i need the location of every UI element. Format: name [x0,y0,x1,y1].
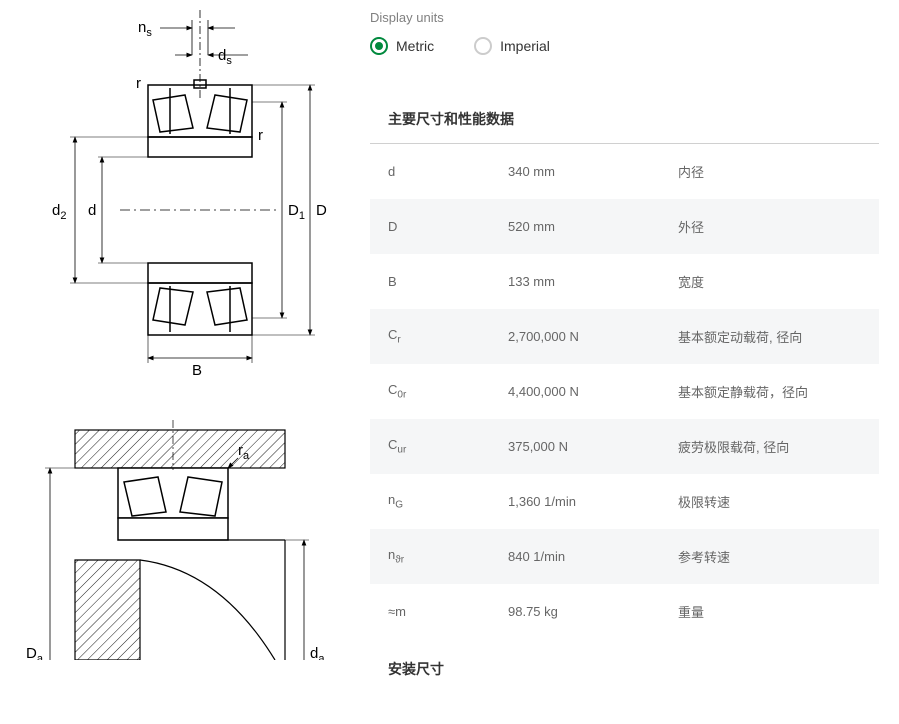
spec-row: ≈m98.75 kg重量 [370,584,879,639]
svg-text:ns: ns [138,19,152,39]
spec-value: 1,360 1/min [508,494,678,509]
metric-radio[interactable]: Metric [370,37,434,55]
svg-text:Da: Da [26,645,44,660]
spec-symbol: ≈m [388,604,508,619]
spec-row: Cur375,000 N疲劳极限载荷, 径向 [370,419,879,474]
spec-value: 340 mm [508,164,678,179]
spec-description: 基本额定动载荷, 径向 [678,327,861,346]
spec-row: d340 mm内径 [370,144,879,199]
spec-symbol: nG [388,492,508,511]
units-radio-group: Metric Imperial [370,37,879,55]
main-dimensions-header: 主要尺寸和性能数据 [370,95,879,143]
spec-value: 133 mm [508,274,678,289]
spec-description: 基本额定静载荷，径向 [678,382,861,401]
svg-text:D1: D1 [288,202,305,222]
mounting-dimension-diagram: ra Da da [20,420,340,660]
spec-symbol: d [388,164,508,179]
spec-value: 840 1/min [508,549,678,564]
spec-row: nϑr840 1/min参考转速 [370,529,879,584]
spec-row: D520 mm外径 [370,199,879,254]
bearing-cross-section-diagram: ns ds r [20,10,340,380]
units-label: Display units [370,10,879,25]
spec-description: 外径 [678,217,861,236]
spec-description: 重量 [678,602,861,621]
spec-symbol: D [388,219,508,234]
spec-row: B133 mm宽度 [370,254,879,309]
svg-text:r: r [258,127,263,144]
svg-text:da: da [310,645,325,660]
metric-label: Metric [396,38,434,54]
spec-symbol: nϑr [388,547,508,566]
spec-symbol: C0r [388,382,508,401]
svg-text:B: B [192,362,202,379]
spec-description: 参考转速 [678,547,861,566]
imperial-label: Imperial [500,38,550,54]
spec-row: C0r4,400,000 N基本额定静载荷，径向 [370,364,879,419]
spec-description: 极限转速 [678,492,861,511]
spec-description: 宽度 [678,272,861,291]
spec-row: Cr2,700,000 N基本额定动载荷, 径向 [370,309,879,364]
spec-value: 4,400,000 N [508,384,678,399]
radio-icon [370,37,388,55]
svg-text:d: d [88,202,96,219]
imperial-radio[interactable]: Imperial [474,37,550,55]
spec-symbol: Cr [388,327,508,346]
spec-value: 375,000 N [508,439,678,454]
spec-description: 内径 [678,162,861,181]
mounting-dimensions-header: 安装尺寸 [370,639,879,689]
spec-symbol: B [388,274,508,289]
svg-text:D: D [316,202,327,219]
spec-symbol: Cur [388,437,508,456]
spec-value: 520 mm [508,219,678,234]
spec-description: 疲劳极限载荷, 径向 [678,437,861,456]
svg-text:r: r [136,75,141,92]
svg-text:ds: ds [218,47,232,67]
radio-icon [474,37,492,55]
svg-text:d2: d2 [52,202,66,222]
spec-value: 98.75 kg [508,604,678,619]
spec-row: nG1,360 1/min极限转速 [370,474,879,529]
spec-value: 2,700,000 N [508,329,678,344]
